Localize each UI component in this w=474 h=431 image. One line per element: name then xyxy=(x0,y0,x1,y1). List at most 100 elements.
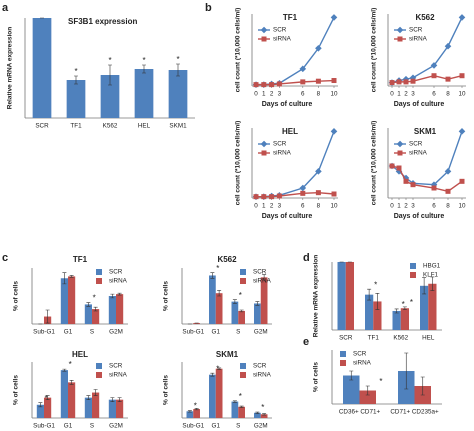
significance-mark: * xyxy=(108,56,111,65)
bar xyxy=(186,411,194,418)
x-tick-label: 6 xyxy=(301,203,305,210)
x-tick-label: G1 xyxy=(64,423,73,430)
error-bar xyxy=(210,272,215,279)
bar xyxy=(100,75,120,118)
chart-title: HEL xyxy=(282,127,298,136)
error-bar xyxy=(217,290,222,297)
legend-label: siRNA xyxy=(109,278,128,285)
point-marker xyxy=(331,78,337,84)
error-bar xyxy=(69,380,74,385)
error-bar xyxy=(239,309,244,313)
x-tick-label: CD36+ CD71+ xyxy=(339,409,381,416)
bar xyxy=(134,69,154,118)
significance-mark: * xyxy=(194,402,197,411)
x-tick-label: 8 xyxy=(446,91,450,98)
x-tick-label: SKM1 xyxy=(169,123,187,130)
point-marker xyxy=(300,79,306,85)
x-tick-label: 10 xyxy=(330,91,338,98)
error-bar xyxy=(142,64,146,74)
point-marker xyxy=(445,188,451,194)
chart-title: SKM1 xyxy=(216,350,239,359)
significance-mark: * xyxy=(239,392,242,401)
point-marker xyxy=(315,168,322,175)
point-marker xyxy=(276,193,282,199)
x-tick-label: SCR xyxy=(35,123,49,130)
x-tick-label: 8 xyxy=(317,203,321,210)
bar xyxy=(68,382,76,418)
error-bar xyxy=(394,308,399,314)
bar xyxy=(36,404,44,418)
point-marker xyxy=(403,178,409,184)
bar xyxy=(116,399,124,418)
y-axis-label: cell count (*10,000 cells/ml) xyxy=(371,8,378,93)
point-marker xyxy=(315,190,321,196)
error-bar xyxy=(255,411,260,414)
error-bar xyxy=(69,275,74,278)
x-axis-label: Days of culture xyxy=(394,101,445,108)
error-bar xyxy=(194,407,199,411)
legend-label: SCR xyxy=(109,363,123,370)
error-bar xyxy=(402,306,407,310)
point-marker xyxy=(397,150,403,156)
point-marker xyxy=(269,194,275,200)
x-tick-label: G1 xyxy=(212,423,221,430)
point-marker xyxy=(410,78,416,84)
x-tick-label: 1 xyxy=(262,203,266,210)
error-bar xyxy=(86,395,91,400)
x-tick-label: 3 xyxy=(278,91,282,98)
error-bar xyxy=(430,276,435,291)
legend-label: SCR xyxy=(253,269,267,276)
error-bar xyxy=(176,63,180,77)
legend-swatch xyxy=(240,269,246,275)
bar xyxy=(68,276,76,324)
bar xyxy=(260,414,268,418)
series-line xyxy=(256,17,335,86)
legend-label: siRNA xyxy=(409,36,428,43)
x-tick-label: G1 xyxy=(64,329,73,336)
bar xyxy=(231,401,239,418)
error-bar xyxy=(45,309,50,324)
bar xyxy=(44,397,52,418)
point-marker xyxy=(269,82,275,88)
bar xyxy=(108,399,116,418)
point-marker xyxy=(389,80,395,86)
bar xyxy=(343,375,360,404)
significance-mark: * xyxy=(176,55,179,64)
x-tick-label: 8 xyxy=(446,203,450,210)
bar xyxy=(400,308,409,330)
x-tick-label: 0 xyxy=(254,203,258,210)
point-marker xyxy=(445,76,451,82)
point-marker xyxy=(458,128,466,135)
error-bar xyxy=(239,405,244,408)
significance-mark: * xyxy=(142,56,145,65)
point-marker xyxy=(261,82,267,88)
y-axis-label: % of cells xyxy=(163,281,170,311)
x-tick-label: Sub-G1 xyxy=(182,329,204,336)
y-axis-label: cell count (*10,000 cells/ml) xyxy=(235,121,242,206)
series-line xyxy=(256,131,335,198)
point-marker xyxy=(444,42,452,50)
legend-swatch xyxy=(410,263,416,269)
point-marker xyxy=(431,73,437,79)
x-tick-label: 1 xyxy=(262,91,266,98)
significance-mark: * xyxy=(93,294,96,303)
chart-title: K562 xyxy=(415,13,435,22)
point-marker xyxy=(331,191,337,197)
legend-label: siRNA xyxy=(409,150,428,157)
x-tick-label: 3 xyxy=(278,203,282,210)
bar xyxy=(215,293,223,324)
x-tick-label: 6 xyxy=(432,203,436,210)
x-axis-label: Days of culture xyxy=(394,213,445,220)
x-axis-label: Days of culture xyxy=(262,213,313,220)
x-tick-label: Sub-G1 xyxy=(33,329,55,336)
point-marker xyxy=(459,73,465,79)
x-tick-label: S xyxy=(90,329,94,336)
point-marker xyxy=(459,178,465,184)
y-axis-label: cell count (*10,000 cells/ml) xyxy=(371,121,378,206)
legend-label: SCR xyxy=(253,363,267,370)
bar xyxy=(373,301,382,330)
error-bar xyxy=(62,272,67,285)
y-axis-label: % of cells xyxy=(163,375,170,405)
series-line xyxy=(256,79,335,86)
